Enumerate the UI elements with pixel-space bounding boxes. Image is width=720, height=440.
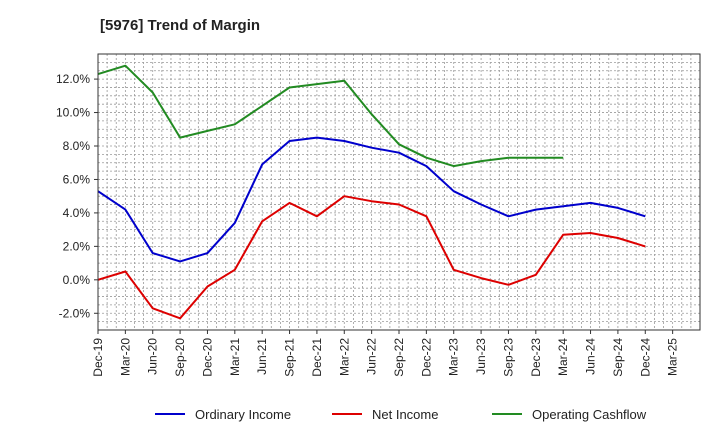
x-axis: Dec-19 Mar-20 Jun-20 Sep-20 Dec-20 Mar-21 Jun-… [91,330,680,377]
x-tick-label: Mar-23 [447,338,461,376]
series-layer [97,64,646,320]
x-tick-label: Dec-23 [529,338,543,377]
series-line-operating-cashflow [97,64,564,168]
x-tick-label: Jun-21 [255,338,269,375]
y-tick-label: 8.0% [63,139,91,153]
y-tick-label: 4.0% [63,206,91,220]
x-tick-label: Mar-24 [556,338,570,376]
series-line-net-income [97,195,646,320]
y-tick-label: 2.0% [63,239,91,253]
x-tick-label: Jun-20 [146,338,160,375]
x-tick-label: Mar-21 [228,338,242,376]
y-axis: -2.0% 0.0% 2.0% 4.0% 6.0% 8.0% 10.0% 12.0% [56,72,98,320]
legend-label: Ordinary Income [195,407,291,422]
x-tick-label: Jun-22 [365,338,379,375]
x-tick-label: Dec-19 [91,338,105,377]
y-tick-label: 0.0% [63,273,91,287]
x-tick-label: Sep-22 [392,338,406,377]
y-tick-label: 6.0% [63,172,91,186]
x-tick-label: Dec-22 [419,338,433,377]
x-tick-label: Mar-20 [118,338,132,376]
series-line-ordinary-income [97,136,646,263]
x-tick-label: Jun-24 [584,338,598,375]
x-tick-label: Dec-24 [638,338,652,377]
x-tick-label: Sep-23 [501,338,515,377]
x-tick-label: Dec-21 [310,338,324,377]
x-tick-label: Mar-22 [337,338,351,376]
x-tick-label: Dec-20 [200,338,214,377]
x-tick-label: Sep-24 [611,338,625,377]
y-tick-label: 10.0% [56,106,90,120]
x-tick-label: Sep-20 [173,338,187,377]
grid [98,54,700,330]
x-tick-label: Mar-25 [666,338,680,376]
y-tick-label: -2.0% [59,306,91,320]
legend: Ordinary Income Net Income Operating Cashf… [155,407,647,422]
x-tick-label: Sep-21 [283,338,297,377]
chart-title: [5976] Trend of Margin [100,17,260,34]
y-tick-label: 12.0% [56,72,90,86]
legend-label: Net Income [372,407,438,422]
plot-area [97,53,701,331]
x-tick-label: Jun-23 [474,338,488,375]
legend-label: Operating Cashflow [532,407,647,422]
